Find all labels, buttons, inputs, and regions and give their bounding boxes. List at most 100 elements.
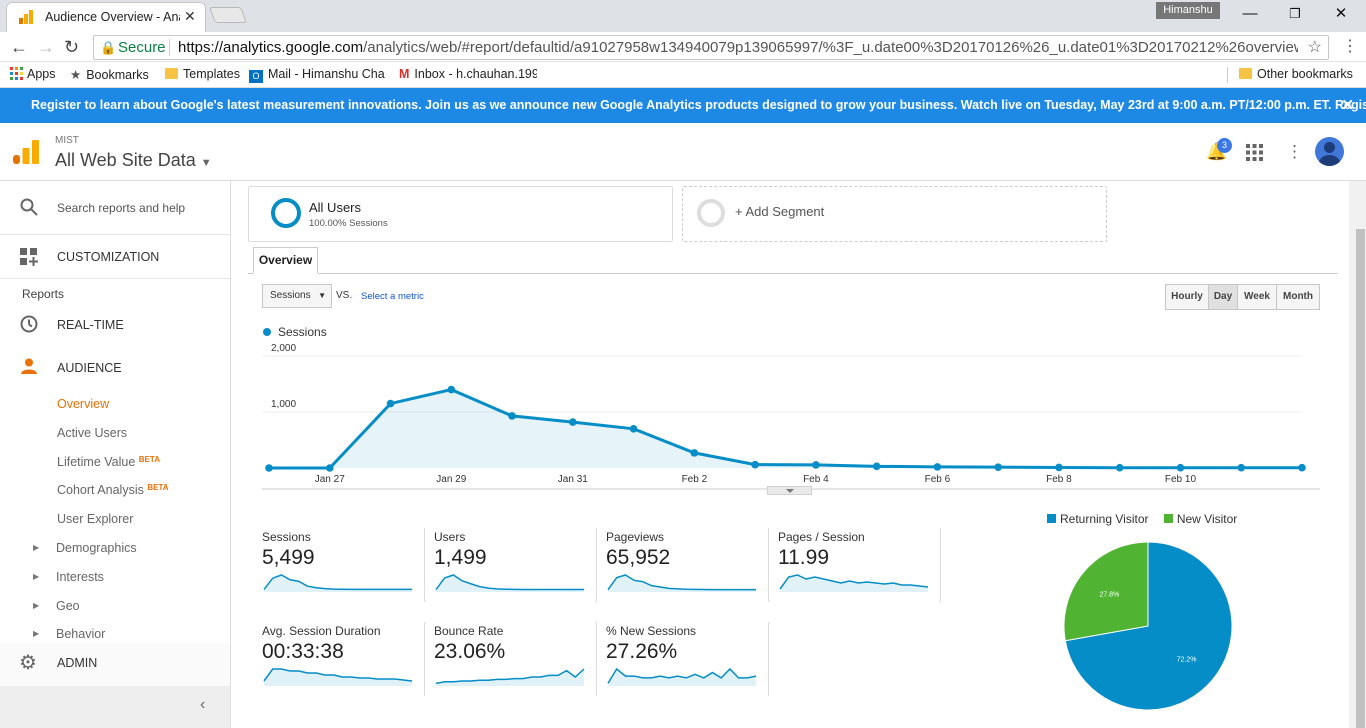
sidebar-item-active-users[interactable]: Active Users: [57, 426, 128, 440]
metric-sparkline: [435, 574, 584, 592]
forward-icon[interactable]: →: [37, 37, 55, 57]
banner-close-icon[interactable]: ✕: [1341, 97, 1354, 114]
sidebar-item-customization[interactable]: CUSTOMIZATION: [57, 250, 160, 264]
sidebar-item-cohort-analysis[interactable]: Cohort Analysis BETA: [57, 483, 169, 497]
sidebar-item-realtime[interactable]: REAL-TIME: [57, 318, 124, 332]
expand-triangle-icon[interactable]: ▶: [33, 601, 40, 610]
sidebar-item-behavior[interactable]: Behavior: [56, 627, 106, 641]
metric-value: 1,499: [434, 546, 487, 569]
sessions-point[interactable]: [1237, 463, 1246, 472]
sidebar-item-audience[interactable]: AUDIENCE: [57, 361, 122, 375]
granularity-day-button[interactable]: Day: [1209, 285, 1238, 309]
sessions-point[interactable]: [265, 464, 273, 472]
minimize-icon[interactable]: —: [1242, 5, 1258, 22]
browser-menu-icon[interactable]: ⋮: [1342, 38, 1358, 55]
sessions-point[interactable]: [994, 463, 1002, 471]
tab-close-icon[interactable]: ✕: [184, 8, 196, 24]
sessions-point[interactable]: [629, 425, 638, 433]
back-icon[interactable]: ←: [10, 37, 28, 57]
metric-cell[interactable]: Bounce Rate 23.06%: [434, 624, 594, 704]
bookmark-inbox[interactable]: M Inbox - h.chauhan.199: [399, 67, 537, 81]
x-tick-label: Jan 31: [558, 474, 588, 485]
metric-sparkline: [263, 668, 413, 686]
scrollbar-thumb[interactable]: [1356, 229, 1365, 728]
bookmark-apps[interactable]: Apps: [10, 67, 56, 81]
sessions-point[interactable]: [569, 418, 577, 426]
sidebar-item-geo[interactable]: Geo: [56, 599, 80, 613]
sidebar-item-interests[interactable]: Interests: [56, 570, 104, 584]
profile-chip[interactable]: Himanshu: [1156, 2, 1220, 19]
url-input[interactable]: 🔒 Secure https://analytics.google.com/an…: [93, 35, 1329, 60]
banner-text: Register to learn about Google's latest …: [31, 98, 1366, 112]
sidebar-item-overview[interactable]: Overview: [57, 397, 110, 411]
bookmark-star-icon[interactable]: ☆: [1307, 39, 1322, 56]
sidebar-item-lifetime-value[interactable]: Lifetime Value BETA: [57, 455, 160, 469]
reload-icon[interactable]: ↻: [64, 37, 80, 57]
tab-overview[interactable]: Overview: [253, 247, 318, 274]
sessions-point[interactable]: [751, 460, 759, 469]
sessions-point[interactable]: [1115, 463, 1124, 472]
google-apps-icon[interactable]: [1246, 144, 1263, 161]
reports-heading: Reports: [22, 287, 65, 301]
sessions-line-chart: 1,000 2,000 Jan 27 Jan 29 Jan 31 Feb 2 Feb 4 Fe…: [262, 343, 1320, 490]
window-close-icon[interactable]: ✕: [1334, 5, 1348, 22]
pie-slice-returning[interactable]: [1064, 541, 1233, 711]
more-options-icon[interactable]: ⋮: [1286, 142, 1303, 161]
pie-slice-new[interactable]: [1063, 541, 1149, 642]
sessions-point[interactable]: [1055, 463, 1063, 472]
sessions-point[interactable]: [386, 399, 395, 408]
metric-label: Pages / Session: [778, 530, 865, 544]
new-tab-button[interactable]: [209, 7, 247, 23]
sidebar-collapse-bar[interactable]: ‹: [0, 686, 230, 728]
sessions-point[interactable]: [933, 463, 942, 471]
select-metric-link[interactable]: Select a metric: [361, 291, 424, 302]
sessions-point[interactable]: [447, 385, 456, 394]
sidebar-search-input[interactable]: Search reports and help: [57, 201, 186, 215]
sidebar-item-admin[interactable]: ADMIN: [57, 656, 98, 670]
sessions-point[interactable]: [872, 462, 881, 471]
sessions-point[interactable]: [690, 449, 699, 457]
add-segment-box[interactable]: [682, 186, 1107, 242]
bookmark-templates[interactable]: Templates: [165, 67, 240, 81]
metric-cell[interactable]: Avg. Session Duration 00:33:38: [262, 624, 422, 704]
metric-cell[interactable]: % New Sessions 27.26%: [606, 624, 766, 704]
legend-new-visitor: New Visitor: [1176, 512, 1238, 526]
metric-cell[interactable]: Pageviews 65,952: [606, 530, 766, 610]
sidebar-item-demographics[interactable]: Demographics: [56, 541, 137, 555]
star-icon: ★: [70, 68, 82, 82]
expand-triangle-icon[interactable]: ▶: [33, 629, 40, 638]
metric-cell[interactable]: Sessions 5,499: [262, 530, 422, 610]
restore-icon[interactable]: ❐: [1289, 6, 1301, 21]
browser-tab[interactable]: Audience Overview - Ana ✕: [6, 2, 206, 32]
sidebar-item-user-explorer[interactable]: User Explorer: [57, 512, 134, 526]
expand-triangle-icon[interactable]: ▶: [33, 543, 40, 552]
add-segment-button[interactable]: + Add Segment: [735, 204, 825, 219]
metric-cell[interactable]: Users 1,499: [434, 530, 594, 610]
metric-cell[interactable]: Pages / Session 11.99: [778, 530, 938, 610]
bookmark-mail[interactable]: O Mail - Himanshu Chau: [249, 67, 385, 83]
sparkline-line: [779, 574, 929, 590]
property-selector[interactable]: All Web Site Data ▼: [55, 150, 212, 171]
lifetime-value-label: Lifetime Value: [57, 455, 136, 469]
segment-all-users[interactable]: [248, 186, 673, 242]
sessions-point[interactable]: [325, 464, 334, 472]
chart-resize-handle[interactable]: [767, 486, 812, 495]
sessions-area: [269, 389, 1302, 468]
bookmark-bookmarks[interactable]: ★ Bookmarks: [70, 67, 149, 82]
granularity-hourly-button[interactable]: Hourly: [1166, 285, 1209, 309]
sessions-point[interactable]: [1298, 463, 1306, 472]
bookmark-other[interactable]: Other bookmarks: [1239, 67, 1353, 81]
x-tick-label: Feb 2: [682, 474, 708, 485]
metric-label: Bounce Rate: [434, 624, 504, 638]
granularity-week-button[interactable]: Week: [1238, 285, 1277, 309]
chevron-left-icon[interactable]: ‹: [200, 696, 206, 713]
sessions-point[interactable]: [508, 412, 516, 420]
x-tick-label: Jan 29: [436, 474, 466, 485]
sessions-point[interactable]: [812, 461, 820, 469]
sparkline-line: [435, 574, 584, 591]
metric-select[interactable]: Sessions ▼: [262, 284, 332, 308]
granularity-month-button[interactable]: Month: [1283, 291, 1313, 302]
sessions-point[interactable]: [1176, 463, 1185, 472]
expand-triangle-icon[interactable]: ▶: [33, 572, 40, 581]
avatar[interactable]: [1315, 137, 1344, 166]
